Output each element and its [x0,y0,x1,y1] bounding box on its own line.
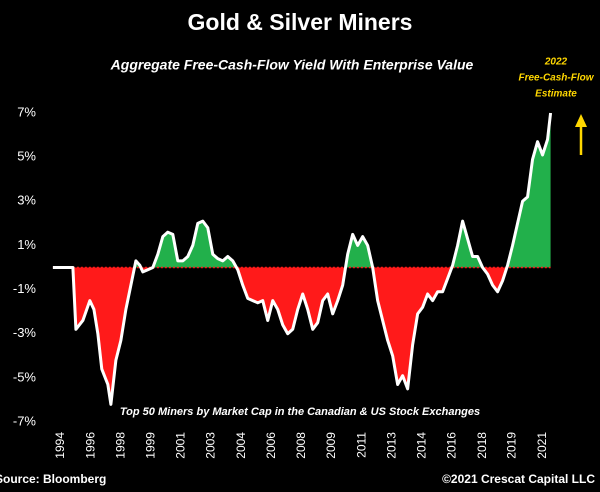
y-tick-label: -1% [13,281,37,296]
x-tick-label: 2003 [204,432,218,459]
x-tick-label: 1996 [83,432,97,459]
annotation: Free-Cash-Flow [518,73,594,84]
y-tick-label: 1% [17,237,36,252]
annotation: Estimate [535,89,577,100]
x-tick-label: 2016 [445,432,459,459]
x-tick-label: 2018 [475,432,489,459]
credit: ©2021 Crescat Capital LLC [442,472,595,486]
y-tick-label: -3% [13,325,37,340]
x-tick-label: 2004 [234,432,248,459]
line [52,112,553,406]
x-tick-label: 2008 [294,432,308,459]
y-tick-label: -7% [13,413,37,428]
x-tick-label: 2021 [535,432,549,459]
chart-subtitle: Aggregate Free-Cash-Flow Yield With Ente… [110,57,474,73]
x-tick-label: 2011 [354,432,368,458]
note: Top 50 Miners by Market Cap in the Canad… [120,406,480,418]
source: Source: Bloomberg [0,472,106,486]
arrow [575,114,587,155]
x-tick-label: 2014 [414,432,428,459]
y-tick-label: 7% [17,104,36,119]
x-tick-label: 2019 [505,432,519,459]
x-tick-label: 1999 [143,432,157,459]
y-tick-label: -5% [13,369,37,384]
y-tick-label: 5% [17,149,36,164]
x-tick-label: 2013 [384,432,398,459]
x-tick-label: 2009 [324,432,338,459]
y-tick-label: 3% [17,193,36,208]
annotation: 2022 [544,57,568,68]
x-tick-label: 2001 [174,432,188,459]
chart-title: Gold & Silver Miners [188,9,413,35]
x-tick-label: 1994 [53,432,67,459]
x-tick-label: 1998 [113,432,127,459]
x-tick-label: 2006 [264,432,278,459]
